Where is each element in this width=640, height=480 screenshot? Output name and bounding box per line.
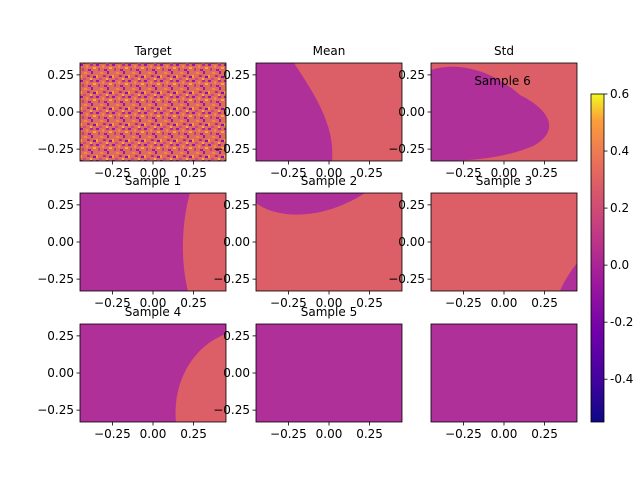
y-tick-label: 0.00 [398,235,425,249]
y-tick-label: 0.25 [223,329,250,343]
x-tick-label: 0.00 [316,296,343,310]
x-tick-label: 0.25 [180,166,207,180]
panel-sample-1 [79,192,227,292]
x-tick-label: 0.25 [180,296,207,310]
y-tick-label: 0.25 [47,198,74,212]
x-tick-label: 0.25 [356,427,383,441]
y-tick-label: −0.25 [388,272,425,286]
panel-mean-region [256,63,333,161]
colorbar-gradient [591,94,604,422]
panel-title: Sample 2 [301,174,357,188]
x-tick-label: 0.25 [356,296,383,310]
panel-0-axes: Target −0.25 0.00 0.25 0.25 0.00 −0.25 [37,44,207,180]
panel-target [79,62,227,162]
panel-sample-3 [430,192,578,292]
x-tick-label: 0.25 [531,427,558,441]
y-tick-label: 0.25 [223,198,250,212]
x-tick-label: 0.00 [140,296,167,310]
x-tick-label: 0.00 [316,166,343,180]
panel-title: Sample 1 [125,174,181,188]
y-tick-label: −0.25 [37,142,74,156]
colorbar: 0.6 0.4 0.2 0.0 -0.2 -0.4 [590,87,633,423]
panel-sample-6-background [431,324,577,422]
panel-title: Std [494,44,514,58]
y-tick-label: 0.25 [398,68,425,82]
y-tick-label: 0.25 [398,198,425,212]
panel-sample-3-region [560,263,577,291]
panel-annotation: Sample 6 [474,74,530,88]
y-tick-label: −0.25 [37,272,74,286]
panel-sample-1-region [182,193,226,291]
y-tick-label: 0.00 [223,366,250,380]
panel-3-axes: Sample 1 −0.25 0.00 0.25 0.25 0.00 −0.25 [37,174,207,310]
colorbar-tick-label: -0.2 [610,315,633,329]
x-tick-label: −0.25 [94,427,131,441]
panel-sample-5 [255,323,403,423]
colorbar-tick-label: -0.4 [610,372,633,386]
x-tick-label: −0.25 [270,296,307,310]
colorbar-tick-label: 0.0 [610,258,629,272]
x-tick-label: −0.25 [270,427,307,441]
x-tick-label: 0.00 [140,166,167,180]
panel-sample-2 [255,192,403,292]
y-tick-label: 0.25 [223,68,250,82]
y-tick-label: −0.25 [213,142,250,156]
x-tick-label: −0.25 [94,166,131,180]
x-tick-label: 0.00 [140,427,167,441]
y-tick-label: 0.00 [47,235,74,249]
panel-sample-2-region [256,193,365,215]
y-tick-label: 0.00 [47,105,74,119]
colorbar-ticks: 0.6 0.4 0.2 0.0 -0.2 -0.4 [604,87,633,386]
y-tick-label: 0.25 [47,329,74,343]
panel-7-axes: Sample 5 −0.25 0.00 0.25 0.25 0.00 −0.25 [213,305,383,441]
panel-sample-4-region [175,334,226,422]
x-tick-label: 0.25 [356,166,383,180]
axes-layer: Target −0.25 0.00 0.25 0.25 0.00 −0.25 Mean −0.2… [37,44,558,441]
panel-std-region [431,66,550,161]
x-tick-label: 0.00 [491,296,518,310]
x-tick-label: 0.00 [491,427,518,441]
panel-sample-3-background [431,193,577,291]
panel-mean [255,62,403,162]
y-tick-label: 0.00 [223,105,250,119]
panel-sample-6 [430,323,578,423]
panel-title: Sample 5 [301,305,357,319]
x-tick-label: 0.25 [531,166,558,180]
panel-target-field [80,63,226,161]
panel-title: Sample 3 [476,174,532,188]
x-tick-label: −0.25 [270,166,307,180]
x-tick-label: 0.25 [180,427,207,441]
y-tick-label: 0.00 [47,366,74,380]
y-tick-label: 0.00 [223,235,250,249]
y-tick-label: 0.00 [398,105,425,119]
y-tick-label: −0.25 [37,403,74,417]
panel-4-axes: Sample 2 −0.25 0.00 0.25 0.25 0.00 −0.25 [213,174,383,310]
panel-title: Mean [313,44,346,58]
y-tick-label: −0.25 [388,142,425,156]
x-tick-label: 0.00 [491,166,518,180]
x-tick-label: −0.25 [445,427,482,441]
panel-title: Sample 4 [125,305,181,319]
x-tick-label: −0.25 [94,296,131,310]
panel-5-axes: Sample 3 −0.25 0.00 0.25 0.25 0.00 −0.25 [388,174,558,310]
colorbar-tick-label: 0.6 [610,87,629,101]
x-tick-label: −0.25 [445,296,482,310]
y-tick-label: −0.25 [213,403,250,417]
x-tick-label: 0.00 [316,427,343,441]
panel-8-axes: −0.25 0.00 0.25 [445,422,558,441]
x-tick-label: −0.25 [445,166,482,180]
panel-6-axes: Sample 4 −0.25 0.00 0.25 0.25 0.00 −0.25 [37,305,207,441]
y-tick-label: −0.25 [213,272,250,286]
panel-2-axes: Std Sample 6 −0.25 0.00 0.25 0.25 0.00 −0.25 [388,44,558,180]
y-tick-label: 0.25 [47,68,74,82]
panel-sample-5-background [256,324,402,422]
colorbar-tick-label: 0.2 [610,201,629,215]
panel-1-axes: Mean −0.25 0.00 0.25 0.25 0.00 −0.25 [213,44,383,180]
x-tick-label: 0.25 [531,296,558,310]
panel-title: Target [133,44,171,58]
panel-sample-4 [79,323,227,423]
colorbar-tick-label: 0.4 [610,144,629,158]
colorbar-frame [590,93,605,423]
